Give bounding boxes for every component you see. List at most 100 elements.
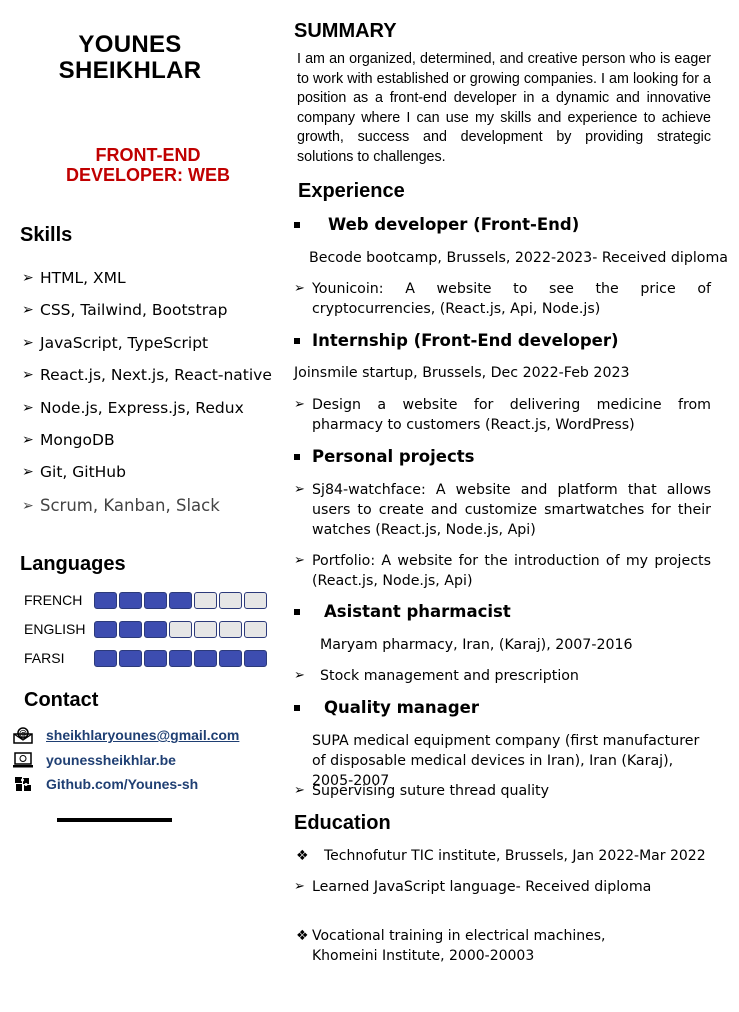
diamond-bullet-icon: ❖ [296, 848, 309, 864]
language-name: ENGLISH [24, 621, 86, 637]
arrow-bullet-icon: ➢ [294, 783, 305, 798]
languages-heading: Languages [20, 553, 126, 575]
job-title-quality: Quality manager [294, 698, 479, 717]
job-place: SUPA medical equipment company (first ma… [312, 733, 700, 789]
level-bar-empty [169, 620, 192, 638]
level-bar-empty [244, 620, 267, 638]
website-link[interactable]: younessheikhlar.be [46, 752, 176, 768]
name-line-1: YOUNES [78, 31, 182, 58]
language-row: FARSI [24, 648, 267, 668]
education-heading: Education [294, 812, 391, 834]
level-bar-filled [144, 649, 167, 667]
square-bullet-icon [294, 704, 300, 711]
level-bar-filled [94, 591, 117, 609]
job-bullet: ➢ Supervising suture thread quality [294, 783, 549, 799]
section-divider [57, 818, 172, 822]
arrow-bullet-icon: ➢ [22, 464, 34, 480]
summary-text: I am an organized, determined, and creat… [297, 51, 711, 165]
level-bar-filled [219, 649, 242, 667]
level-bar-filled [244, 649, 267, 667]
skill-item: ➢ HTML, XML [22, 269, 126, 287]
skill-item: ➢ Git, GitHub [22, 463, 126, 481]
level-bar-filled [169, 591, 192, 609]
job-title-internship: Internship (Front-End developer) [294, 331, 619, 350]
candidate-name: YOUNES SHEIKHLAR [40, 32, 220, 84]
level-bar-empty [244, 591, 267, 609]
website-contact[interactable]: younessheikhlar.be [12, 751, 176, 769]
job-title: FRONT-END DEVELOPER: WEB [40, 145, 256, 185]
role-line-2: DEVELOPER: WEB [65, 165, 230, 185]
level-bar-filled [119, 620, 142, 638]
education-item: ❖ Technofutur TIC institute, Brussels, J… [296, 848, 706, 864]
square-bullet-icon [294, 608, 300, 615]
summary-heading: SUMMARY [294, 20, 397, 42]
skill-item: ➢ JavaScript, TypeScript [22, 334, 209, 352]
square-bullet-icon [294, 337, 300, 344]
experience-heading: Experience [298, 180, 405, 202]
github-link[interactable]: Github.com/Younes-sh [46, 776, 199, 792]
diamond-bullet-icon: ❖ [296, 928, 309, 944]
arrow-bullet-icon: ➢ [22, 270, 34, 286]
arrow-bullet-icon: ➢ [22, 335, 34, 351]
job-bullet: ➢ Design a website for delivering medici… [294, 397, 711, 433]
computer-icon [12, 751, 34, 769]
level-bar-empty [194, 591, 217, 609]
language-level-bars [94, 591, 267, 609]
mail-icon: @ [12, 726, 34, 744]
name-line-2: SHEIKHLAR [58, 57, 202, 84]
arrow-bullet-icon: ➢ [22, 432, 34, 448]
skill-item: ➢ CSS, Tailwind, Bootstrap [22, 301, 228, 319]
level-bar-filled [94, 620, 117, 638]
job-place: Joinsmile startup, Brussels, Dec 2022-Fe… [294, 365, 630, 381]
skills-heading: Skills [20, 224, 73, 246]
arrow-bullet-icon: ➢ [294, 879, 305, 894]
project-bullet: ➢ Portfolio: A website for the introduct… [294, 553, 711, 589]
github-contact[interactable]: Github.com/Younes-sh [12, 775, 198, 793]
arrow-bullet-icon: ➢ [294, 668, 305, 683]
skill-item: ➢ Scrum, Kanban, Slack [22, 496, 220, 515]
puzzle-icon [12, 775, 34, 793]
level-bar-filled [144, 620, 167, 638]
language-level-bars [94, 649, 267, 667]
arrow-bullet-icon: ➢ [294, 281, 305, 296]
education-item: ❖ Vocational training in electrical mach… [296, 928, 606, 964]
language-name: FARSI [24, 650, 65, 666]
arrow-bullet-icon: ➢ [22, 497, 34, 514]
arrow-bullet-icon: ➢ [294, 553, 305, 568]
level-bar-filled [119, 649, 142, 667]
education-bullet: ➢ Learned JavaScript language- Received … [294, 879, 652, 895]
contact-heading: Contact [24, 689, 99, 711]
job-title-web-dev: Web developer (Front-End) [294, 215, 579, 234]
email-contact[interactable]: @ sheikhlaryounes@gmail.com [12, 726, 239, 744]
job-place: Becode bootcamp, Brussels, 2022-2023- Re… [309, 250, 728, 266]
level-bar-empty [219, 620, 242, 638]
level-bar-empty [219, 591, 242, 609]
language-name: FRENCH [24, 592, 83, 608]
level-bar-empty [194, 620, 217, 638]
arrow-bullet-icon: ➢ [22, 367, 34, 383]
role-line-1: FRONT-END [95, 145, 201, 165]
job-title-pharmacist: Asistant pharmacist [294, 602, 511, 621]
level-bar-filled [169, 649, 192, 667]
level-bar-filled [194, 649, 217, 667]
arrow-bullet-icon: ➢ [22, 400, 34, 416]
language-row: ENGLISH [24, 619, 267, 639]
skill-item: ➢ MongoDB [22, 431, 115, 449]
job-bullet: ➢ Stock management and prescription [294, 668, 579, 684]
level-bar-filled [119, 591, 142, 609]
personal-projects-title: Personal projects [294, 447, 474, 466]
square-bullet-icon [294, 453, 300, 460]
job-place: Maryam pharmacy, Iran, (Karaj), 2007-201… [320, 637, 633, 653]
level-bar-filled [144, 591, 167, 609]
job-bullet: ➢ Younicoin: A website to see the price … [294, 281, 711, 317]
arrow-bullet-icon: ➢ [294, 397, 305, 412]
skill-item: ➢ Node.js, Express.js, Redux [22, 399, 244, 417]
arrow-bullet-icon: ➢ [22, 302, 34, 318]
arrow-bullet-icon: ➢ [294, 482, 305, 497]
email-link[interactable]: sheikhlaryounes@gmail.com [46, 727, 240, 743]
square-bullet-icon [294, 221, 300, 228]
language-level-bars [94, 620, 267, 638]
skill-item: ➢ React.js, Next.js, React-native [22, 366, 272, 384]
level-bar-filled [94, 649, 117, 667]
language-row: FRENCH [24, 590, 267, 610]
